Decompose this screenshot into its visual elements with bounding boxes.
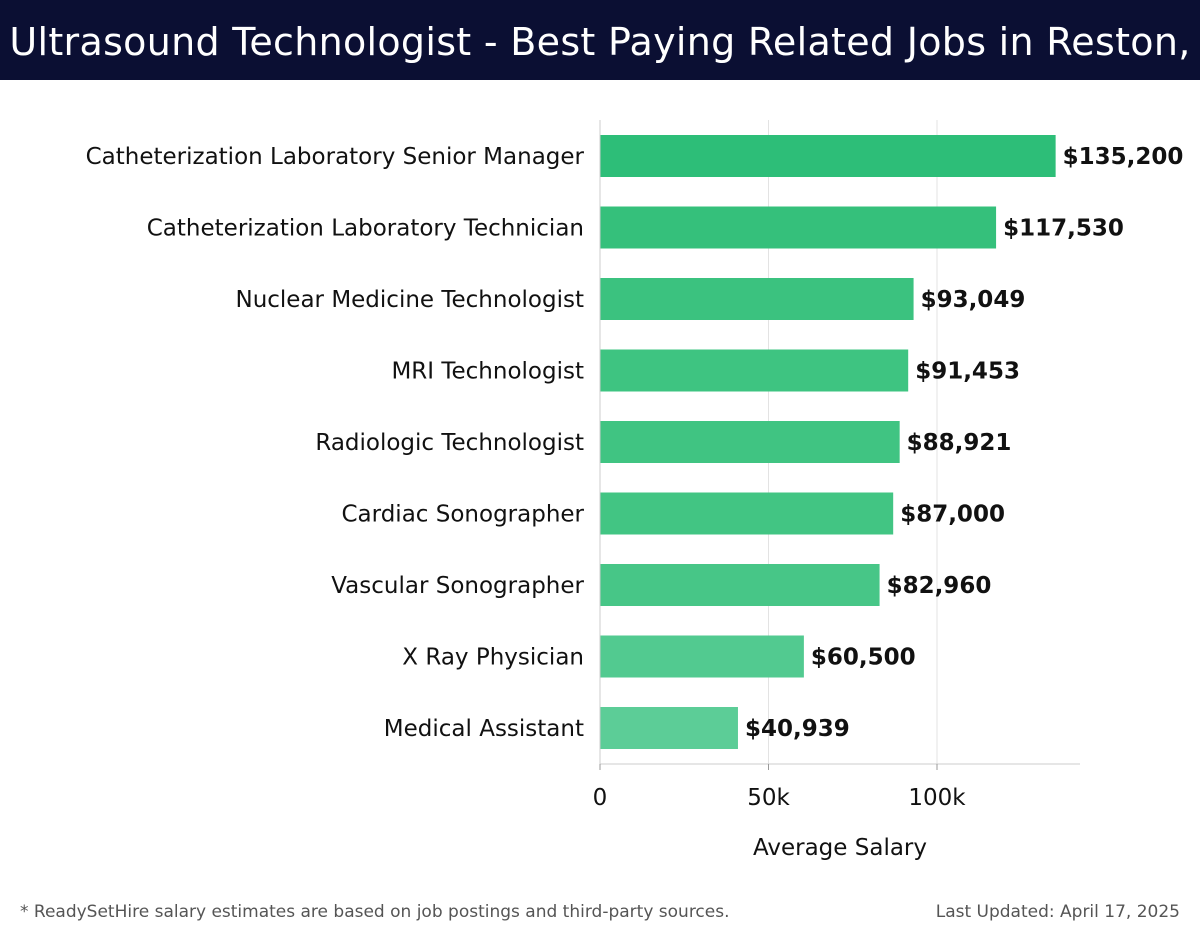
x-axis-title: Average Salary	[753, 835, 927, 861]
chart-title: Ultrasound Technologist - Best Paying Re…	[9, 20, 1191, 148]
value-label: $40,939	[745, 716, 850, 742]
bar	[600, 278, 914, 320]
bar	[600, 564, 880, 606]
value-label: $91,453	[915, 359, 1020, 385]
bar	[600, 349, 909, 392]
value-label: $93,049	[921, 287, 1026, 313]
value-label: $60,500	[811, 645, 916, 671]
category-label: X Ray Physician	[402, 645, 584, 671]
bar	[600, 635, 804, 678]
header-bar: Ultrasound Technologist - Best Paying Re…	[0, 0, 1200, 148]
category-label: MRI Technologist	[391, 359, 584, 385]
category-label: Medical Assistant	[384, 716, 584, 742]
category-label: Nuclear Medicine Technologist	[235, 287, 584, 313]
category-label: Catheterization Laboratory Technician	[147, 216, 584, 242]
bar-chart: Catheterization Laboratory Senior Manage…	[86, 120, 1183, 861]
value-label: $117,530	[1003, 216, 1124, 242]
value-label: $135,200	[1063, 144, 1184, 170]
bar	[600, 707, 738, 749]
category-label: Catheterization Laboratory Senior Manage…	[86, 144, 585, 170]
bars	[600, 135, 1056, 749]
bar	[600, 421, 900, 463]
last-updated: Last Updated: April 17, 2025	[935, 902, 1180, 922]
value-label: $82,960	[887, 573, 992, 599]
bar	[600, 206, 997, 249]
value-labels: $135,200 $117,530 $93,049 $91,453 $88,921 $87…	[745, 144, 1183, 742]
footer-note: * ReadySetHire salary estimates are base…	[20, 902, 730, 922]
category-label: Cardiac Sonographer	[342, 502, 585, 528]
x-tick-label: 100k	[908, 785, 966, 811]
bar	[600, 135, 1056, 177]
x-tick-label: 50k	[747, 785, 790, 811]
value-label: $87,000	[900, 502, 1005, 528]
category-label: Vascular Sonographer	[331, 573, 584, 599]
x-tick-label: 0	[593, 785, 608, 811]
category-labels: Catheterization Laboratory Senior Manage…	[86, 144, 585, 742]
category-label: Radiologic Technologist	[315, 430, 584, 456]
x-axis: 0 50k 100k Average Salary	[593, 120, 1080, 861]
bar	[600, 492, 894, 535]
value-label: $88,921	[907, 430, 1012, 456]
